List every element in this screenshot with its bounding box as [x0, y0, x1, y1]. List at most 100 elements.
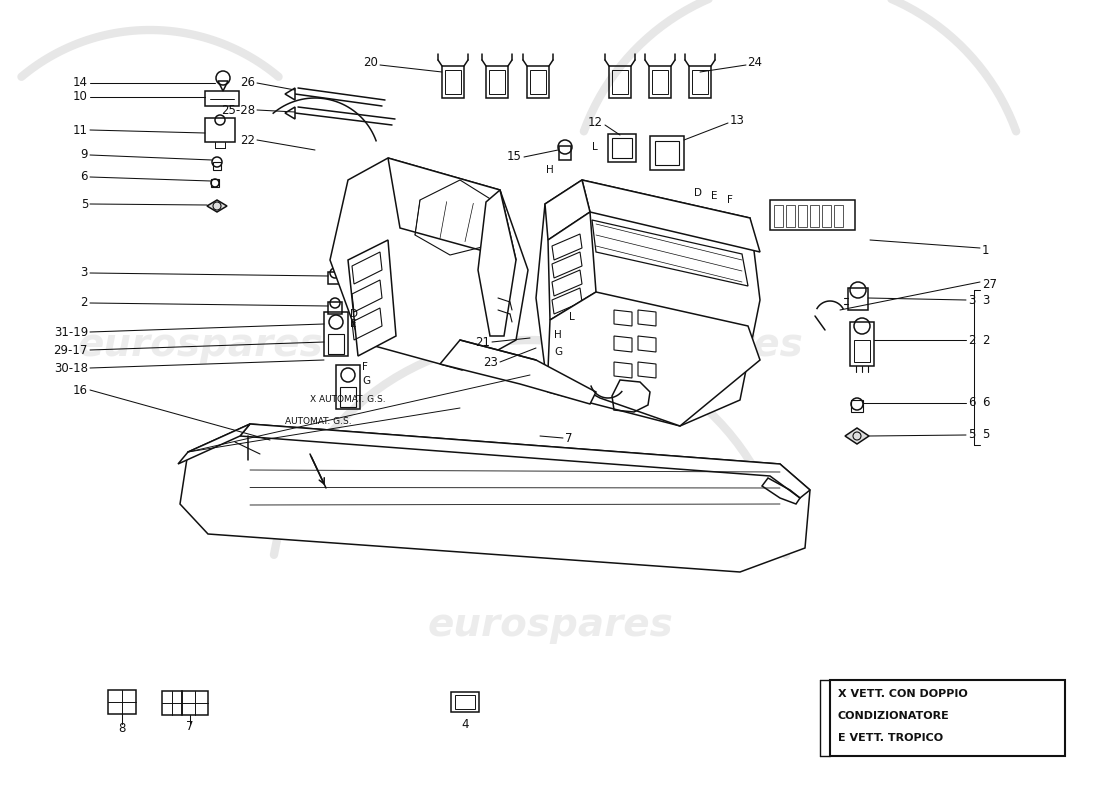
Polygon shape [845, 428, 869, 444]
Bar [692, 70, 708, 94]
Text: 29-17: 29-17 [54, 343, 88, 357]
Text: L: L [569, 312, 575, 322]
Bar [530, 70, 546, 94]
Polygon shape [180, 424, 810, 572]
Bar [810, 205, 820, 227]
Polygon shape [330, 158, 528, 370]
Text: 11: 11 [73, 123, 88, 137]
Text: L: L [592, 142, 598, 152]
Circle shape [216, 71, 230, 85]
Text: 5: 5 [968, 429, 976, 442]
Text: 27: 27 [982, 278, 997, 291]
Text: E: E [711, 191, 717, 201]
Text: 9: 9 [80, 149, 88, 162]
Polygon shape [536, 180, 760, 426]
Text: 22: 22 [240, 134, 255, 146]
Bar [324, 312, 348, 356]
Text: 5: 5 [80, 198, 88, 210]
Text: AUTOMAT. G.S.: AUTOMAT. G.S. [285, 418, 352, 426]
Text: H: H [554, 330, 562, 340]
Bar [689, 66, 711, 98]
Polygon shape [544, 180, 590, 240]
Bar [442, 66, 464, 98]
Bar [340, 387, 356, 407]
Bar [486, 66, 508, 98]
Polygon shape [178, 424, 250, 464]
Polygon shape [582, 180, 760, 252]
Text: 30-18: 30-18 [54, 362, 88, 374]
Text: 23: 23 [483, 355, 498, 369]
Bar [654, 141, 679, 165]
Bar [213, 162, 221, 170]
Polygon shape [240, 424, 810, 498]
Text: 26: 26 [240, 77, 255, 90]
Text: 25-28: 25-28 [221, 103, 255, 117]
Bar [328, 302, 342, 314]
Bar [854, 340, 870, 362]
Text: 2: 2 [982, 334, 990, 346]
Bar [182, 691, 208, 715]
Polygon shape [348, 240, 396, 356]
Text: 14: 14 [73, 77, 88, 90]
Polygon shape [440, 340, 596, 404]
Bar [559, 146, 571, 160]
Bar [108, 690, 136, 714]
Bar [527, 66, 549, 98]
Text: F: F [727, 195, 733, 205]
Text: D: D [350, 309, 358, 319]
Bar [786, 205, 795, 227]
Polygon shape [285, 88, 295, 100]
Text: F: F [362, 362, 367, 372]
Polygon shape [478, 190, 516, 336]
Text: 10: 10 [73, 90, 88, 103]
Text: 7: 7 [186, 721, 194, 734]
Bar [205, 91, 239, 106]
Bar [770, 200, 855, 230]
Text: E VETT. TROPICO: E VETT. TROPICO [838, 733, 943, 743]
Bar [774, 205, 783, 227]
Bar [612, 138, 632, 158]
Text: 20: 20 [363, 55, 378, 69]
Bar [798, 205, 807, 227]
Polygon shape [285, 107, 295, 119]
Text: E: E [350, 319, 356, 329]
Text: 24: 24 [747, 55, 762, 69]
Text: G: G [554, 347, 562, 357]
Text: eurospares: eurospares [557, 326, 803, 364]
Polygon shape [388, 158, 516, 260]
Text: D: D [694, 188, 702, 198]
Text: 4: 4 [461, 718, 469, 730]
Bar [848, 288, 868, 310]
Text: 1: 1 [982, 243, 990, 257]
Bar [830, 680, 1065, 756]
Bar [336, 365, 360, 409]
Bar [608, 134, 636, 162]
Bar [650, 136, 684, 170]
Bar [652, 70, 668, 94]
Text: 21: 21 [475, 335, 490, 349]
Text: 15: 15 [507, 150, 522, 163]
Text: 6: 6 [968, 397, 976, 410]
Text: 31-19: 31-19 [54, 326, 88, 338]
Text: eurospares: eurospares [77, 326, 323, 364]
Bar [446, 70, 461, 94]
Bar [822, 205, 830, 227]
Bar [850, 322, 875, 366]
Bar [490, 70, 505, 94]
Text: H: H [546, 165, 554, 175]
Text: X VETT. CON DOPPIO: X VETT. CON DOPPIO [838, 689, 968, 699]
Bar [451, 692, 478, 712]
Text: 3: 3 [80, 266, 88, 279]
Bar [834, 205, 843, 227]
Text: CONDIZIONATORE: CONDIZIONATORE [838, 711, 949, 721]
Bar [455, 695, 475, 709]
Polygon shape [548, 292, 760, 426]
Bar [649, 66, 671, 98]
Bar [328, 272, 342, 284]
Text: 16: 16 [73, 383, 88, 397]
Bar [851, 400, 864, 412]
Text: 8: 8 [119, 722, 125, 734]
Bar [612, 70, 628, 94]
Text: G: G [362, 376, 370, 386]
Bar [162, 691, 182, 715]
